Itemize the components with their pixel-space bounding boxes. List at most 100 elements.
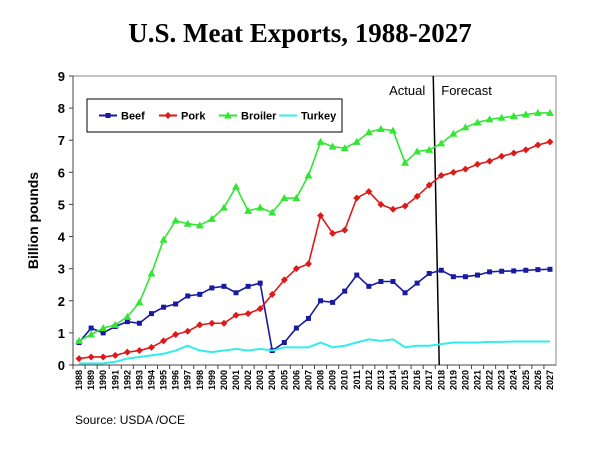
data-point <box>401 202 409 210</box>
data-point <box>317 212 325 220</box>
data-point <box>426 270 432 276</box>
data-point <box>485 115 494 123</box>
data-point <box>510 149 518 157</box>
forecast-label: Forecast <box>441 83 492 98</box>
data-point <box>88 325 94 331</box>
y-tick-label: 9 <box>58 69 65 84</box>
legend-box <box>86 98 343 133</box>
data-point <box>148 311 154 317</box>
data-point <box>233 290 239 296</box>
legend-label-turkey: Turkey <box>301 111 337 123</box>
x-tick-label: 2018 <box>436 370 446 390</box>
data-point <box>377 200 385 208</box>
data-point <box>414 280 420 286</box>
x-tick-label: 2019 <box>448 370 458 390</box>
data-point <box>425 145 434 153</box>
data-point <box>161 304 167 310</box>
data-point <box>378 279 384 285</box>
x-tick-label: 2007 <box>303 370 313 390</box>
x-tick-label: 2016 <box>412 370 422 390</box>
data-point <box>195 221 204 229</box>
data-point <box>208 319 216 327</box>
y-tick-label: 0 <box>58 358 65 373</box>
series-pork <box>75 138 554 363</box>
data-point <box>487 269 493 275</box>
data-point <box>305 315 311 321</box>
data-point <box>523 267 529 273</box>
legend-label-beef: Beef <box>121 111 145 123</box>
data-point <box>316 137 325 145</box>
data-point <box>280 194 289 202</box>
data-point <box>545 108 554 116</box>
data-point <box>293 325 299 331</box>
x-tick-label: 2002 <box>243 370 253 390</box>
x-tick-label: 2011 <box>352 370 362 390</box>
data-point <box>450 274 456 280</box>
data-point <box>245 283 251 289</box>
x-tick-label: 2000 <box>219 370 229 390</box>
data-point <box>196 321 204 329</box>
x-tick-label: 2010 <box>340 370 350 390</box>
data-point <box>328 142 337 150</box>
data-point <box>173 301 179 307</box>
data-point <box>499 268 505 274</box>
y-tick-label: 6 <box>58 165 65 180</box>
x-tick-label: 2012 <box>364 370 374 390</box>
x-tick-label: 1996 <box>171 370 181 390</box>
legend-label-pork: Pork <box>181 111 206 123</box>
data-point <box>534 141 542 149</box>
x-tick-label: 2023 <box>497 370 507 390</box>
series-broiler <box>75 108 554 344</box>
x-tick-label: 2008 <box>316 370 326 390</box>
forecast-divider-line <box>432 75 440 366</box>
data-point <box>135 347 143 355</box>
data-point <box>376 124 385 132</box>
x-tick-label: 1989 <box>86 370 96 390</box>
series-line-broiler <box>78 112 550 342</box>
data-point <box>256 305 264 313</box>
actual-label: Actual <box>389 83 425 98</box>
data-point <box>207 214 216 222</box>
x-tick-label: 1992 <box>122 370 132 390</box>
data-point <box>390 279 396 285</box>
data-point <box>147 343 155 351</box>
data-point <box>461 123 470 131</box>
data-point <box>183 219 192 227</box>
x-tick-label: 2020 <box>460 370 470 390</box>
data-point <box>340 144 349 152</box>
chart-title: U.S. Meat Exports, 1988-2027 <box>128 18 472 48</box>
data-point <box>341 226 349 234</box>
data-point <box>244 206 253 214</box>
x-tick-label: 2013 <box>376 370 386 390</box>
data-point <box>219 203 228 211</box>
y-tick-label: 1 <box>58 326 65 341</box>
data-point <box>123 348 131 356</box>
data-point <box>475 272 481 278</box>
data-point <box>462 274 468 280</box>
data-point <box>474 160 482 168</box>
x-tick-label: 2014 <box>388 370 398 390</box>
data-point <box>521 110 530 118</box>
data-point <box>364 128 373 136</box>
data-point <box>473 118 482 126</box>
data-point <box>268 208 277 216</box>
series-turkey <box>79 338 550 365</box>
data-point <box>280 276 288 284</box>
y-tick-label: 3 <box>58 262 65 277</box>
data-point <box>546 138 554 146</box>
data-point <box>353 194 361 202</box>
x-tick-label: 1994 <box>146 370 156 390</box>
data-point <box>413 147 422 155</box>
data-point <box>232 182 241 190</box>
data-point <box>224 111 232 119</box>
legend: Beef Pork Broiler Turkey <box>86 98 343 133</box>
x-tick-label: 1995 <box>159 370 169 390</box>
data-point <box>365 188 373 196</box>
x-tick-label: 2001 <box>231 370 241 390</box>
data-point <box>366 283 372 289</box>
data-point <box>449 168 457 176</box>
x-tick-label: 2025 <box>521 370 531 390</box>
source-note: Source: USDA /OCE <box>75 413 186 427</box>
data-point <box>352 137 361 145</box>
